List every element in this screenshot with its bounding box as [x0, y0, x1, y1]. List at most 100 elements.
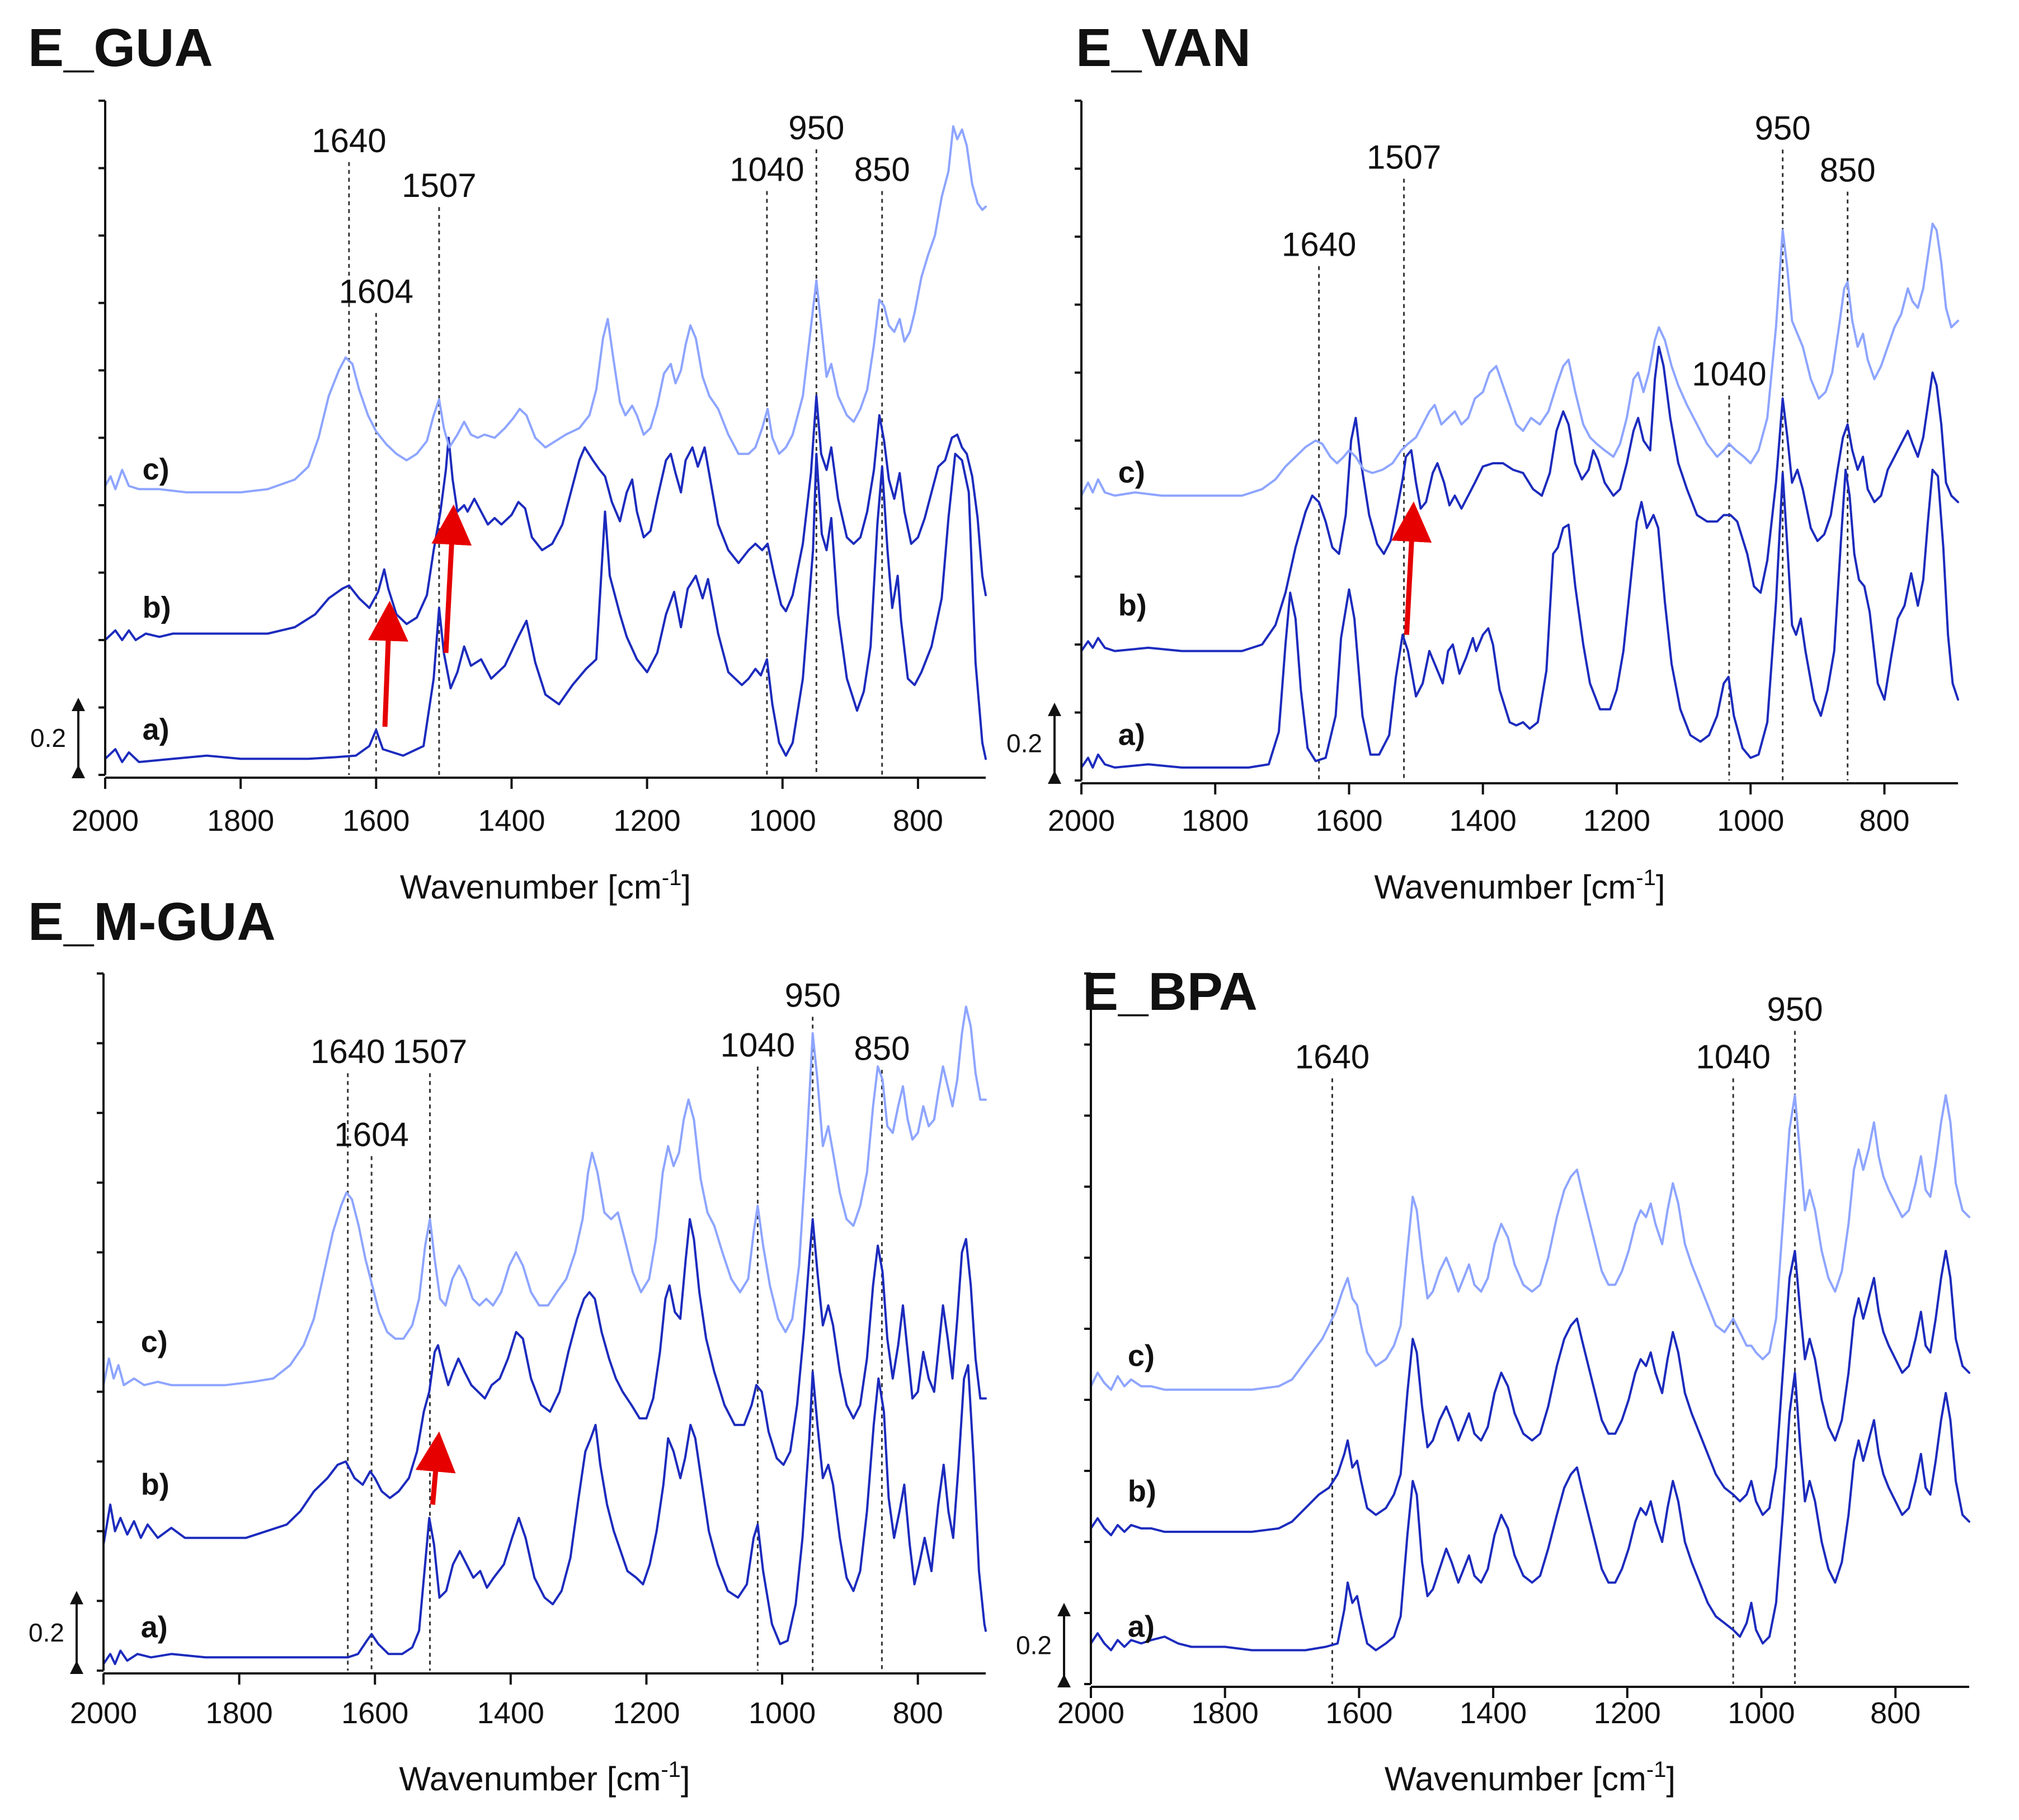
peak-label: 1040: [721, 1026, 795, 1064]
spectrum-line-c: [1080, 222, 1959, 497]
curve-label-c: c): [143, 453, 170, 486]
x-axis-label: Wavenumber [cm-1]: [399, 1757, 690, 1798]
x-tick-label: 1800: [207, 804, 274, 838]
curve-label-b: b): [1128, 1474, 1156, 1508]
spectrum-line-b: [104, 394, 987, 641]
x-tick-label: 1200: [1594, 1696, 1661, 1730]
scale-bar-label: 0.2: [1016, 1630, 1052, 1659]
peak-label: 1040: [1696, 1038, 1770, 1075]
x-tick-label: 2000: [1048, 804, 1115, 838]
x-axis-label-main: Wavenumber [cm: [1385, 1760, 1646, 1798]
spectrum-line-c: [1090, 1094, 1970, 1391]
peak-label: 1640: [310, 1033, 385, 1070]
peak-label: 850: [854, 151, 910, 188]
panel-title: E_M-GUA: [28, 892, 276, 952]
peak-label: 1040: [730, 151, 804, 188]
red-arrow-icon: [415, 1431, 456, 1505]
curve-label-a: a): [141, 1611, 168, 1644]
x-tick-label: 1000: [749, 804, 816, 838]
x-axis-label-sup: -1: [1646, 1757, 1667, 1782]
peak-label: 1507: [1367, 139, 1441, 176]
red-arrow-icon: [431, 504, 472, 653]
curve-label-c: c): [1128, 1339, 1155, 1373]
x-axis-label-end: ]: [681, 1760, 690, 1798]
red-arrow-icon: [1391, 501, 1432, 635]
x-tick-label: 1800: [1182, 804, 1249, 838]
x-axis-label-main: Wavenumber [cm: [399, 1760, 661, 1798]
curve-label-b: b): [143, 591, 171, 624]
x-tick-label: 800: [1859, 804, 1909, 838]
curve-label-b: b): [1118, 589, 1147, 622]
x-axis-label-end: ]: [681, 868, 691, 906]
peak-label: 950: [785, 976, 841, 1014]
x-tick-label: 1000: [749, 1696, 816, 1730]
x-tick-label: 2000: [1057, 1696, 1124, 1730]
x-axis-label: Wavenumber [cm-1]: [1374, 866, 1665, 906]
x-tick-label: 2000: [72, 804, 139, 838]
panel-title: E_VAN: [1076, 18, 1251, 78]
spectrum-line-b: [1080, 345, 1959, 652]
peak-label: 1040: [1692, 355, 1766, 393]
spectrum-line-a: [1080, 468, 1959, 769]
x-axis-label-sup: -1: [661, 1757, 681, 1782]
panel-title: E_GUA: [28, 18, 213, 78]
x-tick-label: 1800: [1192, 1696, 1259, 1730]
panel-e_m-gua: E_M-GUA 1640 1604 1507 1040 950 850 a) b) c) 2000 1…: [28, 892, 987, 1798]
x-axis-label-sup: -1: [1636, 866, 1656, 890]
x-tick-label: 1400: [1460, 1696, 1527, 1730]
x-tick-label: 1800: [206, 1696, 273, 1730]
spectrum-line-c: [102, 1005, 987, 1386]
x-tick-label: 1400: [478, 804, 545, 838]
panel-e_bpa: E_BPA 1640 1040 950 a) b) c) 2000 1800 1600 1400 12…: [1016, 962, 1970, 1798]
x-tick-label: 800: [1870, 1696, 1921, 1730]
x-tick-label: 1600: [1325, 1696, 1392, 1730]
curve-label-a: a): [1118, 718, 1145, 751]
peak-label: 850: [854, 1029, 910, 1067]
panel-title: E_BPA: [1083, 962, 1258, 1022]
x-axis-label-main: Wavenumber [cm: [1374, 868, 1636, 906]
spectrum-line-a: [104, 453, 987, 763]
x-tick-label: 800: [893, 804, 943, 838]
spectrum-line-a: [102, 1364, 987, 1666]
x-tick-label: 1000: [1717, 804, 1784, 838]
scale-bar-label: 0.2: [1006, 728, 1042, 758]
x-tick-label: 1200: [613, 1696, 680, 1730]
x-tick-label: 1000: [1728, 1696, 1795, 1730]
spectrum-line-b: [102, 1218, 987, 1546]
curve-label-a: a): [1128, 1610, 1155, 1643]
scale-bar-label: 0.2: [29, 1618, 64, 1647]
x-tick-label: 1200: [1583, 804, 1650, 838]
peak-label: 1640: [1282, 226, 1356, 264]
curve-label-b: b): [141, 1468, 170, 1502]
spectrum-line-a: [1090, 1371, 1970, 1652]
peak-label: 1507: [402, 167, 476, 204]
curve-label-a: a): [143, 713, 170, 746]
x-tick-label: 1600: [341, 1696, 408, 1730]
x-axis-label-end: ]: [1666, 1760, 1676, 1798]
spectrum-line-b: [1090, 1249, 1970, 1536]
x-axis-label: Wavenumber [cm-1]: [400, 866, 691, 906]
x-axis-label-sup: -1: [662, 866, 682, 890]
x-tick-label: 1600: [342, 804, 410, 838]
x-tick-label: 1400: [1449, 804, 1517, 838]
x-tick-label: 1200: [614, 804, 681, 838]
red-arrow-icon: [368, 600, 408, 727]
x-tick-label: 800: [893, 1696, 943, 1730]
peak-label: 950: [788, 109, 844, 147]
peak-label: 1604: [334, 1116, 408, 1154]
peak-label: 1640: [312, 122, 386, 159]
curve-label-c: c): [141, 1325, 168, 1358]
x-axis-label-main: Wavenumber [cm: [400, 868, 662, 906]
panel-e_gua: E_GUA 1640 1604 1507 1040 950 850 a) b) c) 2000 180…: [28, 18, 987, 906]
curve-label-c: c): [1118, 456, 1145, 490]
peak-label: 850: [1820, 152, 1876, 189]
peak-label: 950: [1755, 109, 1811, 147]
spectrum-line-c: [104, 125, 987, 493]
peak-label: 1604: [339, 273, 413, 311]
peak-label: 1507: [393, 1033, 467, 1070]
x-tick-label: 1600: [1315, 804, 1382, 838]
x-tick-label: 2000: [70, 1696, 137, 1730]
x-axis-label: Wavenumber [cm-1]: [1385, 1757, 1676, 1798]
